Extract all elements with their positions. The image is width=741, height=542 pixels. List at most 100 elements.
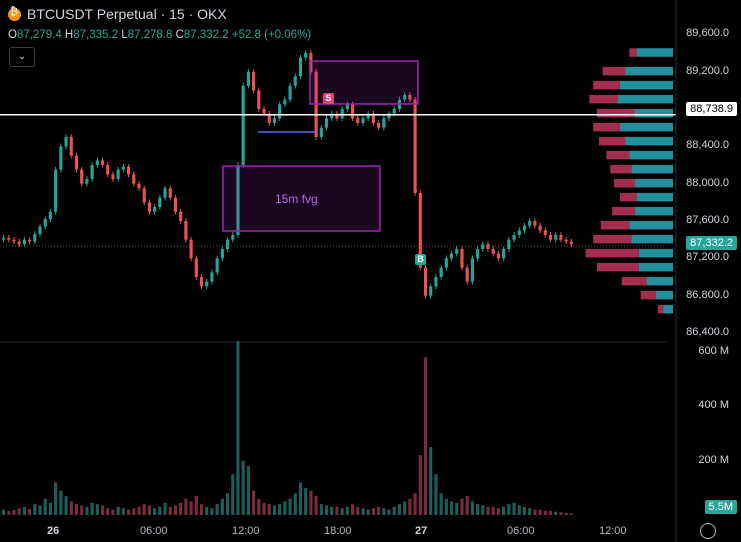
settings-gear-icon[interactable] bbox=[700, 523, 716, 539]
candle-body bbox=[225, 239, 230, 249]
profile-buy-bar bbox=[636, 192, 673, 202]
volume-bar bbox=[528, 508, 532, 515]
profile-sell-bar bbox=[602, 66, 626, 76]
profile-sell-bar bbox=[600, 220, 630, 230]
time-tick-label: 12:00 bbox=[232, 525, 260, 537]
legend-toggle-button[interactable]: ⌄ bbox=[9, 47, 35, 67]
profile-buy-bar bbox=[635, 108, 673, 118]
volume-bar bbox=[309, 490, 313, 515]
volume-bar bbox=[106, 508, 110, 515]
volume-bar bbox=[17, 508, 21, 515]
volume-bar bbox=[262, 502, 266, 515]
time-tick-label: 06:00 bbox=[507, 525, 535, 537]
candle-body bbox=[28, 239, 32, 242]
candle-body bbox=[74, 155, 79, 170]
candle-body bbox=[356, 118, 360, 123]
volume-bar bbox=[22, 506, 26, 515]
candle-body bbox=[533, 221, 537, 226]
profile-sell-bar bbox=[589, 94, 618, 104]
volume-bar bbox=[455, 502, 459, 515]
volume-bar bbox=[236, 341, 240, 515]
volume-bar bbox=[173, 505, 178, 515]
candle-body bbox=[121, 166, 125, 170]
volume-bar bbox=[7, 510, 11, 515]
candle-body bbox=[486, 244, 490, 249]
candle-body bbox=[517, 230, 521, 235]
candle-body bbox=[205, 281, 209, 287]
time-tick-label: 27 bbox=[415, 525, 428, 537]
candle-body bbox=[502, 249, 506, 259]
volume-bar bbox=[199, 504, 204, 515]
candle-body bbox=[283, 99, 287, 105]
volume-tick-label: 600 M bbox=[698, 345, 729, 357]
candle-body bbox=[158, 197, 162, 207]
horizontal-line-price-tag[interactable]: 88,738.9 bbox=[686, 102, 737, 116]
close-label: C bbox=[175, 29, 184, 41]
price-tick-label: 86,400.0 bbox=[686, 326, 729, 338]
candle-body bbox=[12, 239, 16, 242]
profile-buy-bar bbox=[631, 234, 673, 244]
candle-body bbox=[538, 225, 542, 231]
volume-bar bbox=[319, 504, 323, 515]
candle-body bbox=[163, 188, 167, 198]
volume-bar bbox=[366, 509, 370, 515]
profile-buy-bar bbox=[617, 94, 673, 104]
volume-bar bbox=[252, 490, 256, 515]
volume-bar bbox=[163, 502, 167, 515]
candle-body bbox=[496, 253, 500, 259]
volume-bar bbox=[246, 466, 250, 515]
candle-body bbox=[408, 95, 412, 100]
candle-body bbox=[491, 249, 495, 254]
sell-marker[interactable]: S bbox=[323, 93, 334, 104]
profile-sell-bar bbox=[598, 136, 626, 146]
symbol-header[interactable]: BTCUSDT Perpetual · 15 · OKX bbox=[8, 6, 227, 22]
volume-bar bbox=[392, 506, 396, 515]
profile-buy-bar bbox=[646, 276, 673, 286]
profile-sell-bar bbox=[597, 262, 639, 272]
candle-body bbox=[267, 113, 271, 123]
volume-bar bbox=[413, 493, 417, 515]
volume-bar bbox=[502, 506, 506, 515]
volume-bar bbox=[54, 482, 58, 515]
high-value: 87,335.2 bbox=[73, 29, 118, 41]
volume-tick-label: 400 M bbox=[698, 399, 729, 412]
open-value: 87,279.4 bbox=[16, 29, 62, 41]
symbol-title: BTCUSDT Perpetual · 15 · OKX bbox=[27, 6, 227, 22]
candle-body bbox=[132, 174, 136, 184]
volume-bar bbox=[288, 498, 292, 515]
time-tick-label: 18:00 bbox=[324, 525, 352, 537]
candle-body bbox=[278, 104, 282, 119]
candle-body bbox=[257, 90, 261, 109]
profile-sell-bar bbox=[640, 290, 656, 300]
candle-body bbox=[137, 183, 141, 189]
volume-bar bbox=[153, 508, 157, 515]
price-tick-label: 87,600.0 bbox=[686, 214, 729, 226]
candle-body bbox=[80, 169, 84, 184]
price-tick-label: 88,000.0 bbox=[686, 176, 729, 189]
change-value: +52.8 (+0.06%) bbox=[231, 29, 312, 41]
candle-body bbox=[304, 53, 308, 58]
profile-buy-bar bbox=[663, 304, 673, 314]
volume-bar bbox=[356, 506, 360, 515]
candle-body bbox=[371, 113, 375, 123]
candle-body bbox=[543, 230, 547, 235]
volume-bar bbox=[158, 506, 162, 515]
candle-body bbox=[298, 57, 303, 77]
candle-body bbox=[476, 249, 480, 259]
price-tick-label: 87,200.0 bbox=[686, 251, 729, 264]
time-tick-label: 12:00 bbox=[599, 525, 627, 537]
volume-bar bbox=[439, 493, 443, 515]
chevron-down-icon: ⌄ bbox=[17, 51, 27, 62]
volume-bars bbox=[2, 341, 573, 515]
last-price-tag: 87,332.2 bbox=[686, 236, 737, 250]
profile-sell-bar bbox=[629, 48, 637, 57]
candle-body bbox=[189, 239, 193, 259]
volume-bar bbox=[465, 495, 469, 515]
buy-marker[interactable]: B bbox=[415, 254, 426, 265]
volume-bar bbox=[522, 506, 527, 515]
candle-body bbox=[470, 258, 474, 282]
candle-body bbox=[262, 109, 266, 114]
candle-body bbox=[90, 165, 94, 179]
profile-buy-bar bbox=[629, 150, 673, 160]
